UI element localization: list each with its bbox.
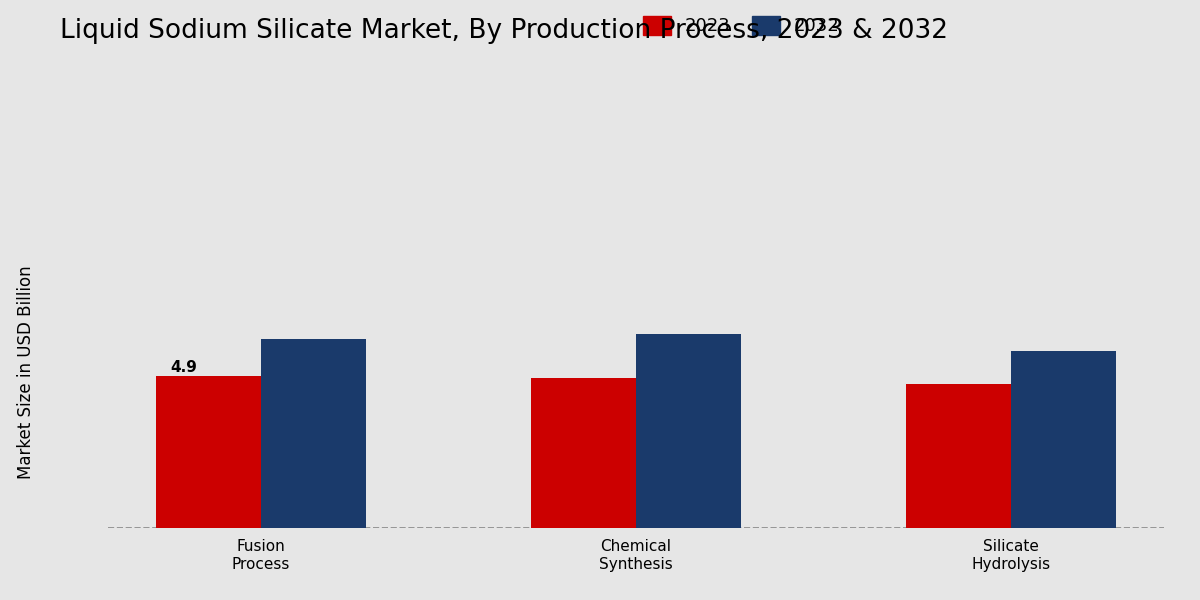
Bar: [156, 376, 262, 528]
Bar: [1010, 351, 1116, 528]
Text: Market Size in USD Billion: Market Size in USD Billion: [17, 265, 36, 479]
Legend: 2023, 2032: 2023, 2032: [636, 9, 847, 43]
Bar: [262, 339, 366, 528]
Text: Liquid Sodium Silicate Market, By Production Process, 2023 & 2032: Liquid Sodium Silicate Market, By Produc…: [60, 18, 948, 44]
Bar: [906, 384, 1010, 528]
Text: 4.9: 4.9: [170, 359, 197, 374]
Bar: [636, 334, 742, 528]
Bar: [530, 377, 636, 528]
